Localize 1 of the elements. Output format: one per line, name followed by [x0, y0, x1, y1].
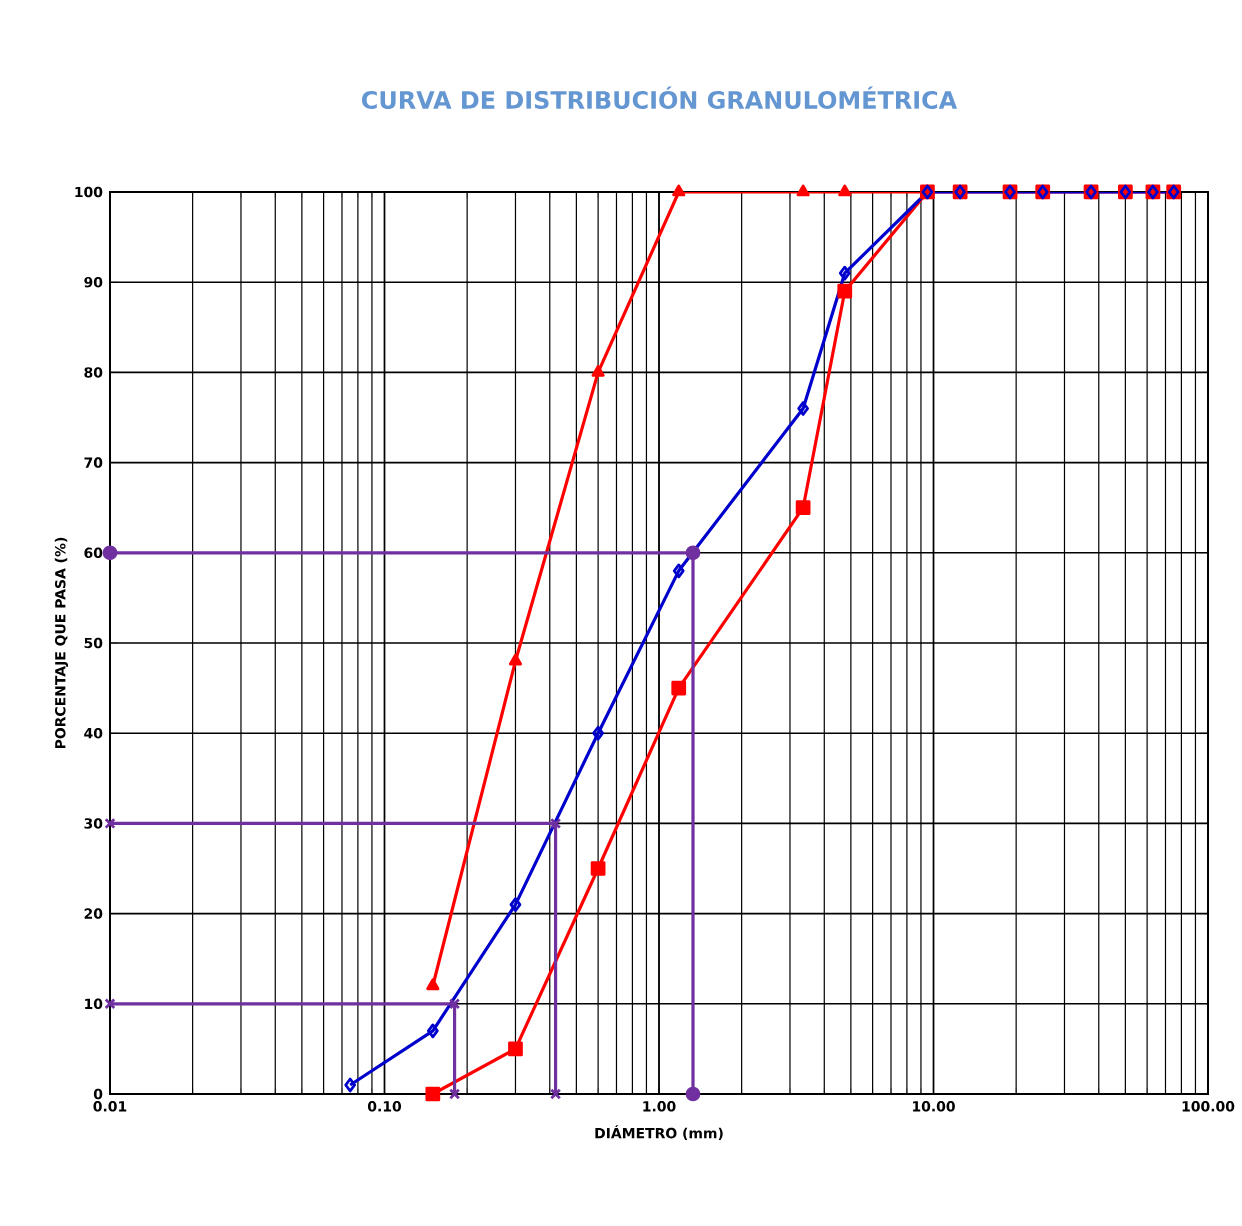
chart-title: CURVA DE DISTRIBUCIÓN GRANULOMÉTRICA — [361, 86, 958, 109]
